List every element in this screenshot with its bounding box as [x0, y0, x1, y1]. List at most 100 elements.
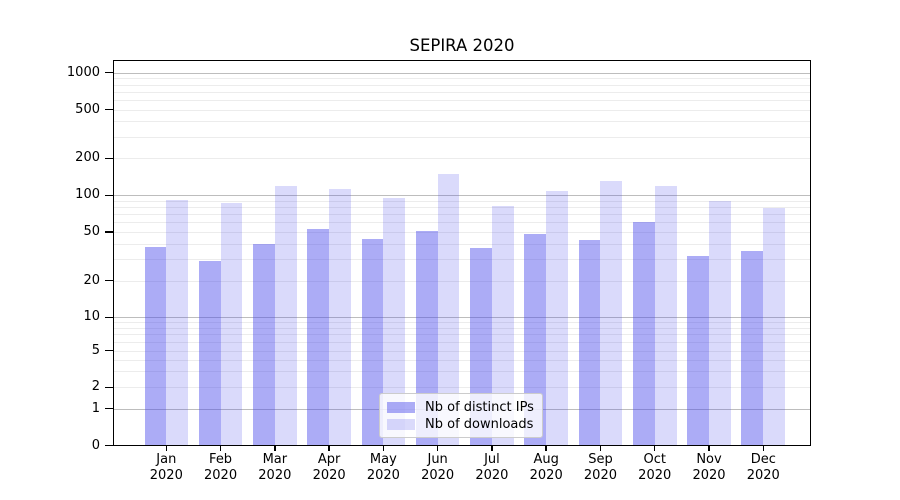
bar-downloads [383, 198, 406, 446]
y-tick-label: 100 [75, 187, 100, 203]
gridline-minor [113, 359, 811, 361]
x-tick-mark [545, 445, 547, 451]
gridline-minor [113, 222, 811, 224]
bar-downloads [437, 173, 460, 446]
x-tick-label: Aug 2020 [529, 452, 563, 483]
x-tick-label: Feb 2020 [204, 452, 238, 483]
y-tick-label: 50 [83, 224, 100, 240]
y-tick-label: 0 [91, 437, 100, 453]
y-tick-mark [105, 408, 113, 410]
legend-item-distinct-ips: Nb of distinct IPs [387, 399, 535, 415]
legend: Nb of distinct IPs Nb of downloads [379, 393, 543, 438]
gridline-minor [113, 158, 811, 160]
bar-distinct-ips [253, 243, 275, 446]
bar-distinct-ips [578, 240, 601, 446]
y-tick-mark [105, 386, 113, 388]
x-tick-label: Sep 2020 [583, 452, 617, 483]
bar-downloads [329, 189, 351, 446]
x-tick-mark [219, 445, 222, 451]
gridline-major [113, 72, 811, 74]
y-tick-label: 2 [91, 379, 100, 395]
gridline-minor [113, 91, 811, 93]
gridline-minor [113, 328, 811, 330]
x-tick-mark [274, 445, 276, 451]
x-tick-mark [165, 445, 167, 451]
y-tick-label: 10 [83, 309, 100, 325]
gridline-minor [113, 78, 811, 80]
y-tick-mark [105, 444, 113, 447]
gridline-major [113, 317, 811, 319]
y-tick-mark [105, 350, 113, 352]
x-tick-mark [762, 445, 764, 451]
y-tick-mark [105, 316, 113, 318]
x-tick-mark [491, 445, 493, 451]
x-tick-label: Dec 2020 [746, 452, 780, 483]
x-tick-label: May 2020 [366, 452, 400, 483]
bar-downloads [763, 208, 786, 446]
x-tick-label: Apr 2020 [312, 452, 346, 483]
x-tick-label: Jun 2020 [421, 452, 455, 483]
gridline-minor [113, 341, 811, 343]
bar-distinct-ips [632, 222, 655, 446]
y-tick-mark [105, 72, 113, 74]
legend-swatch-distinct-ips [387, 401, 415, 413]
x-tick-label: Mar 2020 [258, 452, 292, 483]
gridline-minor [113, 350, 811, 352]
gridline-minor [113, 84, 811, 86]
bar-downloads [491, 205, 514, 446]
y-tick-mark [105, 231, 113, 233]
gridline-minor [113, 136, 811, 138]
y-tick-label: 5 [91, 342, 100, 358]
bar-distinct-ips [307, 228, 330, 446]
bar-downloads [546, 191, 568, 446]
bar-downloads [166, 200, 189, 446]
gridline-minor [113, 109, 811, 111]
y-tick-label: 20 [83, 272, 100, 288]
gridline-minor [113, 121, 811, 123]
bar-distinct-ips [415, 230, 438, 446]
x-tick-label: Jul 2020 [475, 452, 509, 483]
x-tick-mark [382, 445, 385, 451]
gridline-minor [113, 387, 811, 389]
bar-downloads [274, 186, 297, 446]
bar-distinct-ips [144, 246, 167, 446]
x-tick-label: Jan 2020 [149, 452, 183, 483]
bar-downloads [600, 180, 623, 446]
gridline-minor [113, 207, 811, 209]
gridline-minor [113, 200, 811, 202]
bar-downloads [654, 185, 677, 446]
x-tick-mark [708, 445, 710, 451]
bar-distinct-ips [361, 238, 384, 446]
gridline-minor [113, 322, 811, 324]
bar-distinct-ips [741, 250, 764, 446]
bar-downloads [220, 203, 243, 446]
y-tick-mark [105, 194, 113, 196]
bar-distinct-ips [524, 234, 547, 446]
y-tick-label: 500 [75, 101, 100, 117]
y-tick-mark [105, 279, 113, 282]
gridline-minor [113, 214, 811, 216]
bar-distinct-ips [687, 255, 709, 446]
gridline-minor [113, 259, 811, 261]
x-tick-label: Oct 2020 [638, 452, 672, 483]
gridline-major [113, 195, 811, 197]
chart-title: SEPIRA 2020 [409, 36, 515, 55]
legend-label-distinct-ips: Nb of distinct IPs [425, 399, 534, 415]
bar-downloads [709, 201, 731, 446]
gridline-minor [113, 371, 811, 373]
y-tick-label: 1000 [66, 64, 100, 80]
gridline-minor [113, 232, 811, 234]
plot-area [113, 61, 811, 446]
x-tick-mark [599, 445, 602, 451]
gridline-minor [113, 334, 811, 336]
gridline-minor [113, 280, 811, 282]
x-tick-mark [654, 445, 656, 451]
y-tick-mark [105, 108, 113, 111]
legend-item-downloads: Nb of downloads [387, 416, 535, 432]
gridline-minor [113, 243, 811, 245]
y-tick-label: 1 [91, 400, 100, 416]
x-tick-label: Nov 2020 [692, 452, 726, 483]
legend-swatch-downloads [387, 418, 415, 430]
gridline-minor [113, 99, 811, 101]
